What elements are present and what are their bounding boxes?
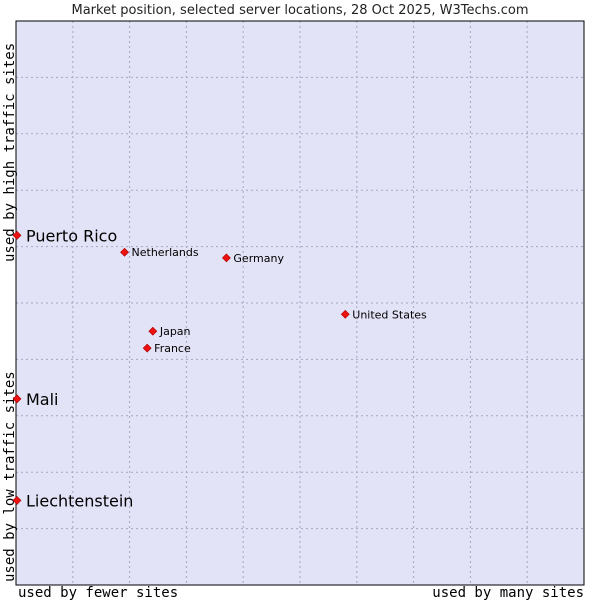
point-puerto-rico: Puerto Rico [12, 226, 117, 245]
point-label: Germany [233, 252, 284, 265]
point-marker [221, 253, 231, 263]
point-united-states: United States [340, 308, 427, 321]
point-marker [148, 326, 158, 336]
point-marker [142, 343, 152, 353]
plot-border [15, 20, 585, 586]
x-axis-label-high: used by many sites [432, 585, 584, 600]
point-japan: Japan [148, 325, 191, 338]
point-label: Liechtenstein [26, 491, 133, 510]
point-marker [120, 247, 129, 257]
point-label: Mali [26, 390, 59, 409]
point-label: Netherlands [132, 246, 199, 259]
point-marker [12, 495, 22, 505]
point-marker [12, 230, 22, 240]
point-marker [340, 309, 350, 319]
point-label: Japan [159, 325, 191, 338]
grid-lines [16, 21, 584, 585]
point-mali: Mali [12, 390, 59, 409]
point-france: France [142, 342, 191, 355]
y-axis-label-low: used by low traffic sites [2, 371, 18, 582]
point-netherlands: Netherlands [120, 246, 199, 259]
chart-title: Market position, selected server locatio… [71, 3, 528, 18]
point-label: United States [352, 308, 427, 321]
point-label: Puerto Rico [26, 226, 117, 245]
x-axis-label-low: used by fewer sites [18, 585, 178, 600]
point-liechtenstein: Liechtenstein [12, 491, 133, 510]
y-axis-label-high: used by high traffic sites [2, 43, 18, 262]
data-points: Puerto Rico Netherlands Germany United Stat… [12, 226, 427, 510]
point-marker [12, 394, 22, 404]
point-label: France [154, 342, 191, 355]
point-germany: Germany [221, 252, 284, 265]
